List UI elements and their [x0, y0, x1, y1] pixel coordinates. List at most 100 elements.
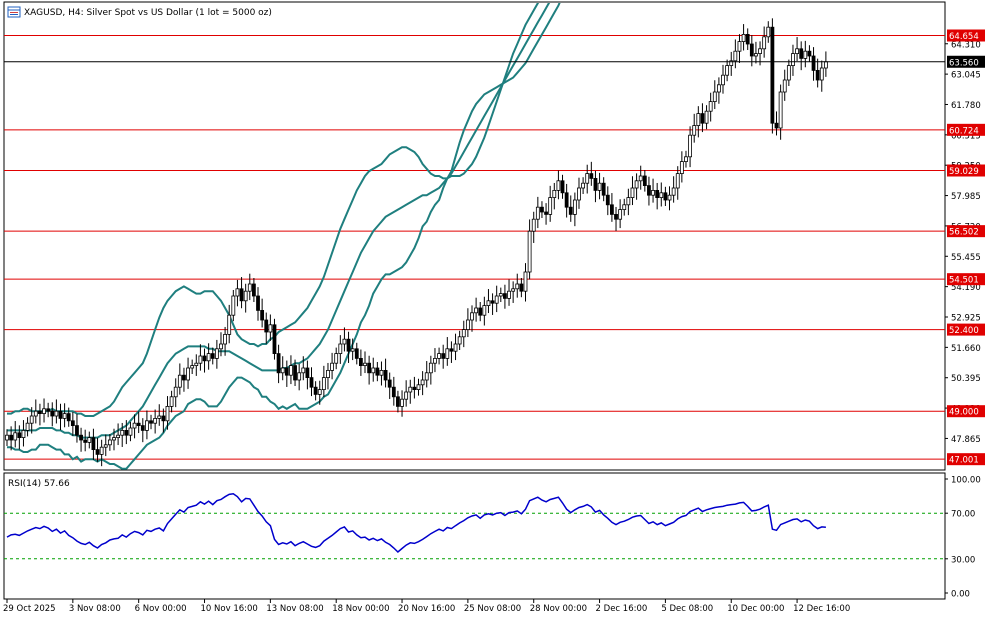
- candle-body: [803, 50, 808, 59]
- candle-body: [589, 173, 594, 179]
- candle-body: [749, 43, 754, 57]
- candle-body: [791, 53, 795, 66]
- candle-body: [260, 309, 265, 321]
- current-price-label-bg: [947, 55, 985, 68]
- candle-body: [498, 293, 503, 297]
- candle-body: [527, 230, 532, 273]
- candle-body: [548, 197, 553, 215]
- level-label: 54.501: [949, 276, 979, 286]
- candle-body: [182, 374, 186, 381]
- rsi-line: [6, 493, 826, 554]
- candle-body: [243, 290, 248, 302]
- candle-body: [66, 413, 71, 422]
- candle-body: [531, 218, 536, 232]
- candle-body: [540, 206, 544, 213]
- time-tick-label: 18 Nov 00:00: [332, 604, 389, 614]
- candle-body: [519, 283, 524, 292]
- level-label-bg: [947, 123, 985, 136]
- candle-body: [461, 329, 466, 338]
- candle-body: [807, 50, 812, 57]
- candle-body: [766, 26, 771, 38]
- candle-body: [186, 367, 190, 381]
- candle-body: [87, 437, 92, 443]
- candle-body: [416, 384, 421, 390]
- candle-body: [585, 173, 590, 184]
- candle-body: [622, 204, 627, 211]
- candle-body: [358, 357, 363, 366]
- candle-body: [301, 367, 306, 374]
- time-tick-label: 10 Nov 16:00: [201, 604, 258, 614]
- time-tick-label: 20 Nov 16:00: [398, 604, 455, 614]
- candle-body: [153, 417, 158, 424]
- candle-body: [503, 293, 507, 299]
- rsi-tick-label: 30.00: [951, 555, 975, 565]
- bollinger-middle-line: [7, 3, 551, 439]
- candle-body: [404, 391, 409, 400]
- candle-body: [50, 410, 55, 417]
- candle-body: [523, 271, 528, 292]
- candle-body: [729, 60, 734, 66]
- candle-body: [330, 362, 334, 371]
- rsi-tick-label: 70.00: [951, 510, 975, 520]
- candle-body: [778, 91, 783, 129]
- candle-body: [13, 432, 18, 441]
- level-label: 60.724: [949, 126, 979, 136]
- rsi-tick-label: 100.00: [951, 476, 981, 486]
- candle-body: [256, 295, 260, 311]
- rsi-panel: RSI(14) 57.66 100.00 70.00 30.00 0.00: [4, 476, 981, 600]
- bollinger-upper-line: [7, 3, 540, 417]
- time-axis: 29 Oct 2025 3 Nov 08:00 6 Nov 00:00 10 Nov …: [3, 599, 850, 614]
- candle-body: [383, 369, 388, 381]
- price-tick-label: 63.045: [951, 71, 981, 81]
- candle-body: [692, 125, 697, 136]
- time-tick-label: 29 Oct 2025: [3, 604, 56, 614]
- candle-body: [99, 446, 104, 455]
- candle-body: [544, 211, 548, 215]
- price-tick-label: 51.660: [951, 344, 981, 354]
- price-tick-label: 64.310: [951, 40, 981, 50]
- candle-body: [634, 180, 639, 189]
- bollinger-lower-line: [7, 3, 561, 470]
- candle-body: [223, 333, 227, 345]
- price-tick-label: 54.190: [951, 283, 981, 293]
- price-tick-label: 50.395: [951, 374, 981, 384]
- candle-body: [762, 36, 767, 50]
- candle-body: [511, 288, 516, 292]
- candle-body: [774, 122, 779, 129]
- candle-body: [297, 372, 302, 381]
- candle-body: [445, 348, 450, 359]
- price-tick-label: 52.925: [951, 314, 981, 324]
- candle-body: [704, 110, 709, 124]
- price-tick-label: 55.455: [951, 253, 981, 263]
- candle-body: [494, 295, 499, 304]
- candle-body: [721, 74, 725, 86]
- candle-body: [5, 434, 9, 441]
- candle-body: [408, 386, 413, 393]
- candle-body: [782, 79, 787, 93]
- candle-body: [247, 283, 252, 292]
- candle-body: [420, 379, 425, 386]
- candle-body: [132, 422, 137, 429]
- candle-body: [433, 357, 437, 364]
- candle-body: [62, 413, 67, 419]
- candle-body: [655, 189, 660, 198]
- candle-body: [198, 355, 203, 364]
- candle-body: [103, 444, 108, 448]
- candle-body: [321, 377, 326, 391]
- level-labels: 64.654 60.724 59.029 56.502 54.501 52.400 49.0…: [947, 29, 985, 466]
- candle-body: [745, 34, 750, 45]
- candle-body: [651, 189, 655, 196]
- candle-body: [264, 319, 269, 333]
- candle-body: [9, 434, 14, 441]
- candle-body: [367, 362, 372, 374]
- candle-body: [235, 288, 240, 297]
- candle-body: [478, 307, 483, 316]
- candle-body: [206, 353, 211, 362]
- candle-body: [424, 372, 429, 381]
- candle-body: [272, 324, 277, 354]
- candle-body: [663, 192, 668, 201]
- candle-body: [490, 300, 495, 304]
- candle-body: [552, 189, 557, 198]
- candle-body: [21, 429, 26, 438]
- candle-body: [535, 206, 540, 220]
